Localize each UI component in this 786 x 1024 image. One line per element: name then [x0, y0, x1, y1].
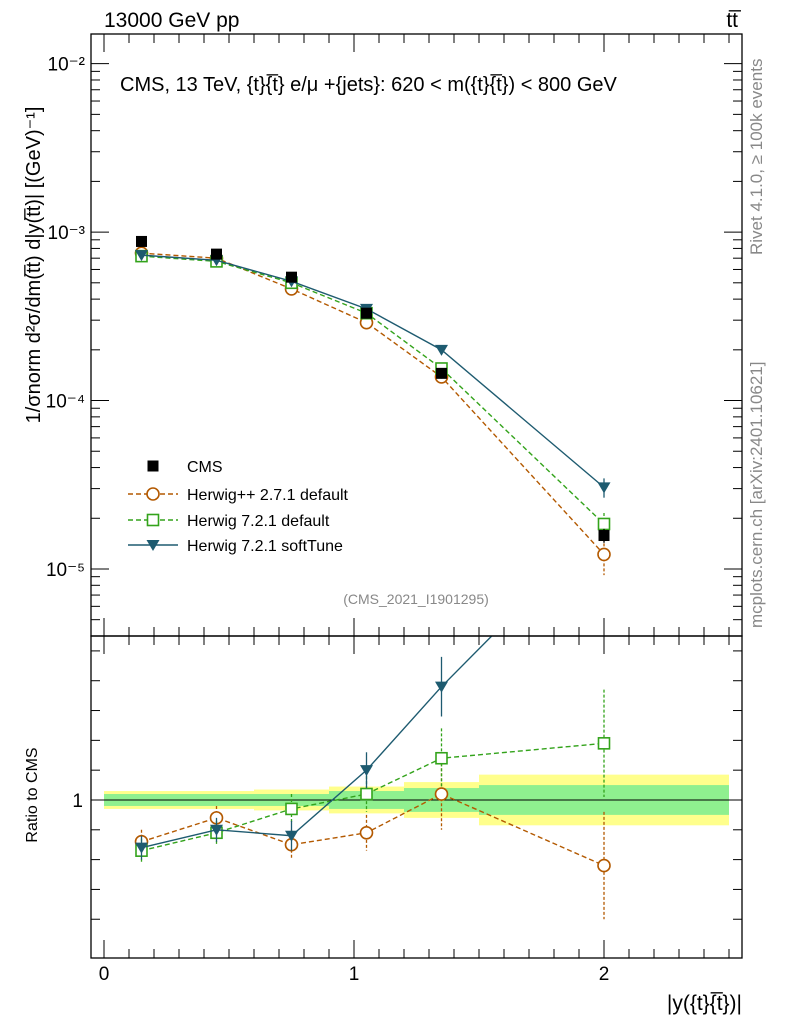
- legend-marker: [146, 513, 160, 527]
- ratio-line: [141, 636, 493, 849]
- legend-label: Herwig 7.2.1 softTune: [187, 538, 343, 555]
- ratio-point: [135, 842, 148, 854]
- x-axis-label: |y({t}{̅t})|: [667, 992, 742, 1015]
- data-point: [597, 547, 611, 562]
- ratio-point: [435, 681, 448, 693]
- legend-label: Herwig 7.2.1 default: [187, 513, 330, 530]
- legend-marker: [146, 540, 160, 551]
- x-tick-label: 2: [599, 964, 610, 985]
- ratio-point: [597, 858, 611, 873]
- mcplots-label: mcplots.cern.ch [arXiv:2401.10621]: [747, 362, 766, 628]
- legend-item: CMS: [147, 459, 223, 476]
- ratio-y-tick-label: 1: [72, 791, 83, 812]
- legend-marker: [147, 460, 159, 472]
- ratio-frame: [90, 635, 743, 959]
- x-tick-label: 0: [99, 964, 110, 985]
- legend-item: Herwig 7.2.1 softTune: [128, 538, 343, 555]
- y-axis-label: 1/σnorm d²σ/dm(t̅t) d|y(t̅t)| [(GeV)⁻¹]: [23, 107, 45, 424]
- header-left: 13000 GeV pp: [104, 9, 239, 32]
- legend-item: Herwig 7.2.1 default: [128, 513, 330, 530]
- x-tick-labels: 0 1 2: [99, 964, 610, 985]
- ratio-series-2: [135, 636, 493, 860]
- legend-item: Herwig++ 2.7.1 default: [128, 487, 349, 504]
- legend-label: Herwig++ 2.7.1 default: [187, 487, 349, 504]
- main-title: CMS, 13 TeV, {t}{̅t} e/μ +{jets}: 620 < …: [120, 73, 618, 96]
- ratio-point: [435, 751, 448, 765]
- y-tick-label: 10⁻³: [48, 223, 86, 244]
- data-point: [597, 482, 611, 494]
- data-point: [435, 344, 448, 356]
- x-tick-label: 1: [349, 964, 360, 985]
- data-point: [598, 530, 610, 542]
- watermark: (CMS_2021_I1901295): [343, 591, 489, 607]
- series-line: [141, 254, 605, 488]
- main-panel: 10⁻² 10⁻³ 10⁻⁴ 10⁻⁵ CMS, 13 TeV, {t}{̅t} e/…: [23, 33, 743, 637]
- data-point: [135, 250, 148, 262]
- ratio-point: [360, 787, 373, 801]
- data-point: [436, 367, 447, 379]
- series-line: [141, 255, 605, 525]
- ratio-line: [141, 742, 605, 852]
- y-tick-label: 10⁻⁴: [46, 392, 85, 413]
- data-point: [136, 235, 147, 247]
- ratio-point: [597, 737, 611, 750]
- series-line: [141, 252, 605, 555]
- ratio-point: [360, 765, 373, 777]
- header-right: tt̅: [726, 9, 742, 32]
- ratio-ticks: 1: [72, 636, 742, 958]
- ratio-point: [285, 802, 298, 816]
- legend: CMS Herwig++ 2.7.1 default Herwig 7.2.1 de…: [128, 459, 349, 555]
- data-point: [286, 271, 297, 283]
- ratio-y-label: Ratio to CMS: [24, 747, 41, 842]
- data-point: [361, 307, 372, 319]
- ratio-point: [434, 787, 449, 801]
- y-tick-label: 10⁻⁵: [46, 560, 85, 581]
- rivet-label: Rivet 4.1.0, ≥ 100k events: [747, 59, 766, 255]
- ratio-point: [285, 830, 298, 842]
- legend-marker: [146, 487, 160, 501]
- ratio-point: [359, 825, 374, 840]
- data-point: [211, 248, 222, 260]
- legend-label: CMS: [187, 459, 223, 476]
- series-0: [136, 235, 610, 543]
- ratio-line: [141, 793, 605, 867]
- data-point: [597, 517, 611, 531]
- main-ticks: 10⁻² 10⁻³ 10⁻⁴ 10⁻⁵: [46, 34, 742, 637]
- ratio-point: [210, 824, 223, 836]
- y-tick-label: 10⁻²: [48, 55, 86, 76]
- ratio-panel: 1 Ratio to CMS: [24, 635, 743, 959]
